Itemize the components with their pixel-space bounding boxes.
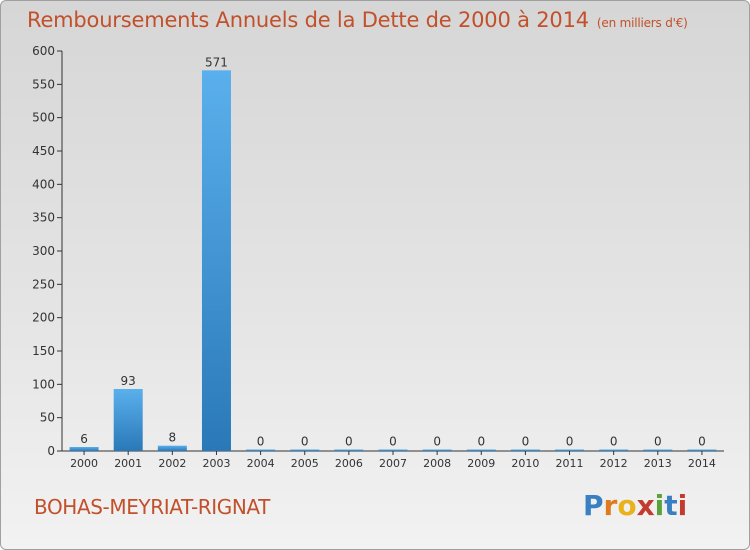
bar: [201, 70, 231, 451]
logo-letter: x: [636, 489, 655, 522]
x-tick-label: 2013: [644, 457, 672, 470]
bars: [69, 70, 717, 451]
x-tick-label: 2006: [335, 457, 363, 470]
y-tick-label: 600: [32, 44, 55, 58]
y-tick-label: 0: [47, 444, 55, 458]
y-tick-label: 100: [32, 377, 55, 391]
data-label: 0: [522, 435, 530, 449]
bar: [643, 449, 673, 451]
x-axis: 2000 2001 2002 2003 2004 2005 2006 2007 2008 2009…: [62, 450, 724, 470]
x-tick-label: 2002: [158, 457, 186, 470]
logo-letter: i: [654, 489, 665, 522]
bar: [687, 449, 717, 451]
x-tick-label: 2001: [114, 457, 142, 470]
y-tick-label: 400: [32, 177, 55, 191]
logo-letter: t: [664, 489, 678, 522]
data-label: 0: [610, 435, 618, 449]
y-tick-label: 300: [32, 244, 55, 258]
y-tick-label: 500: [32, 111, 55, 125]
x-tick-label: 2008: [423, 457, 451, 470]
bar: [113, 389, 143, 451]
bar: [334, 449, 364, 451]
data-label: 0: [257, 435, 265, 449]
y-tick-label: 250: [32, 277, 55, 291]
data-label: 0: [345, 435, 353, 449]
data-label: 8: [169, 431, 177, 445]
x-tick-label: 2011: [556, 457, 584, 470]
y-tick-label: 350: [32, 211, 55, 225]
data-label: 0: [433, 435, 441, 449]
logo-letter: o: [617, 489, 637, 522]
bar: [555, 449, 585, 451]
bar: [599, 449, 629, 451]
x-tick-label: 2014: [688, 457, 716, 470]
logo-letter: P: [583, 489, 604, 522]
proxiti-logo: Proxiti: [583, 489, 687, 522]
y-tick-label: 200: [32, 311, 55, 325]
data-labels: 6 93 8 571 0 0 0 0 0 0 0 0 0 0 0: [80, 55, 706, 448]
y-axis: 0 50 100 150 200 250 300 350 400 450 500 550 600: [32, 44, 63, 458]
chart-title-text: Remboursements Annuels de la Dette de 20…: [27, 8, 589, 32]
chart-title: Remboursements Annuels de la Dette de 20…: [27, 8, 688, 32]
data-label: 0: [698, 435, 706, 449]
x-tick-label: 2005: [291, 457, 319, 470]
bar: [510, 449, 540, 451]
x-tick-label: 2007: [379, 457, 407, 470]
y-tick-label: 50: [40, 411, 55, 425]
y-tick-label: 550: [32, 77, 55, 91]
x-tick-label: 2012: [600, 457, 628, 470]
data-label: 6: [80, 432, 88, 446]
data-label: 0: [389, 435, 397, 449]
bar: [69, 447, 99, 451]
bar: [246, 449, 276, 451]
data-label: 571: [205, 55, 228, 69]
y-tick-label: 150: [32, 344, 55, 358]
bar: [466, 449, 496, 451]
x-tick-label: 2000: [70, 457, 98, 470]
commune-name: BOHAS-MEYRIAT-RIGNAT: [34, 495, 270, 519]
chart-unit: (en milliers d'€): [596, 16, 688, 30]
bar: [422, 449, 452, 451]
data-label: 93: [121, 374, 136, 388]
data-label: 0: [301, 435, 309, 449]
logo-letter: i: [677, 489, 688, 522]
data-label: 0: [654, 435, 662, 449]
bar: [157, 445, 187, 451]
x-tick-label: 2003: [202, 457, 230, 470]
x-tick-label: 2009: [467, 457, 495, 470]
x-tick-label: 2004: [247, 457, 275, 470]
data-label: 0: [477, 435, 485, 449]
data-label: 0: [566, 435, 574, 449]
bar: [290, 449, 320, 451]
bar: [378, 449, 408, 451]
y-tick-label: 450: [32, 144, 55, 158]
logo-letter: r: [603, 489, 618, 522]
x-tick-label: 2010: [511, 457, 539, 470]
